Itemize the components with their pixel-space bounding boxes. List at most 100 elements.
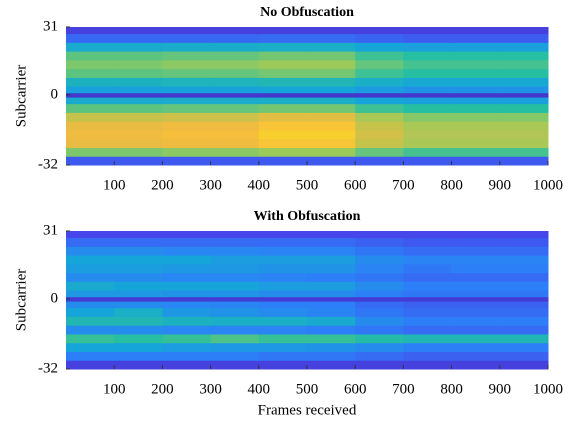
heatmap-cell bbox=[451, 59, 501, 70]
heatmap-cell bbox=[162, 255, 212, 265]
heatmap-cell bbox=[451, 342, 501, 352]
heatmap-cell bbox=[403, 97, 453, 105]
heatmap-cell bbox=[210, 237, 260, 247]
x-tick-label: 300 bbox=[199, 177, 222, 193]
heatmap-cell bbox=[162, 129, 212, 140]
heatmap-cell bbox=[307, 301, 356, 309]
heatmap-cell bbox=[355, 97, 404, 105]
heatmap-cell bbox=[499, 27, 549, 35]
heatmap-cell bbox=[451, 121, 501, 131]
heatmap-cell bbox=[162, 237, 212, 247]
heatmap-cell bbox=[307, 351, 356, 361]
heatmap-cell bbox=[114, 231, 163, 239]
heatmap-cell bbox=[258, 112, 308, 122]
heatmap-cell bbox=[451, 290, 501, 298]
heatmap-cell bbox=[403, 351, 453, 361]
heatmap-cell bbox=[451, 237, 501, 247]
heatmap-cell bbox=[499, 86, 549, 94]
heatmap-cell bbox=[66, 121, 115, 131]
heatmap-cell bbox=[451, 351, 501, 361]
heatmap-cell bbox=[162, 351, 212, 361]
heatmap-cell bbox=[403, 263, 453, 274]
heatmap-cell bbox=[114, 325, 163, 335]
heatmap-cell bbox=[258, 281, 308, 291]
heatmap-cell bbox=[355, 263, 404, 274]
heatmap-cell bbox=[403, 103, 453, 113]
heatmap-cell bbox=[114, 97, 163, 105]
heatmap-cell bbox=[499, 68, 549, 78]
heatmap-cell bbox=[66, 333, 115, 344]
heatmap-cell bbox=[210, 86, 260, 94]
heatmap-cell bbox=[258, 129, 308, 140]
heatmap-cell bbox=[210, 77, 260, 87]
heatmap-cell bbox=[307, 342, 356, 352]
heatmap-cell bbox=[66, 360, 115, 370]
x-tick-label: 500 bbox=[296, 177, 319, 193]
heatmap-cell bbox=[355, 281, 404, 291]
heatmap-cell bbox=[66, 351, 115, 361]
heatmap-cell bbox=[403, 42, 453, 52]
heatmap-cell bbox=[66, 27, 115, 35]
heatmap-cell bbox=[355, 33, 404, 43]
heatmap-cell bbox=[210, 325, 260, 335]
heatmap-cell bbox=[258, 33, 308, 43]
heatmap-cell bbox=[66, 342, 115, 352]
heatmap-cell bbox=[258, 59, 308, 70]
heatmap-cell bbox=[210, 92, 260, 98]
heatmap-cell bbox=[499, 138, 549, 148]
heatmap-cell bbox=[307, 360, 356, 370]
heatmap-cell bbox=[66, 316, 115, 326]
y-tick-label: 0 bbox=[51, 290, 59, 306]
heatmap-cell bbox=[403, 147, 453, 157]
heatmap-cell bbox=[307, 290, 356, 298]
heatmap-cell bbox=[258, 360, 308, 370]
heatmap-cell bbox=[114, 42, 163, 52]
heatmap-cell bbox=[307, 77, 356, 87]
heatmap-cell bbox=[451, 138, 501, 148]
heatmap-cell bbox=[210, 147, 260, 157]
heatmap-cell bbox=[258, 121, 308, 131]
x-tick-label: 200 bbox=[151, 177, 174, 193]
heatmap-cell bbox=[499, 255, 549, 265]
heatmap-cell bbox=[499, 59, 549, 70]
heatmap-cell bbox=[66, 237, 115, 247]
heatmap-cell bbox=[307, 307, 356, 317]
heatmap-cell bbox=[355, 342, 404, 352]
heatmap-cell bbox=[307, 296, 356, 302]
heatmap-cell bbox=[499, 147, 549, 157]
heatmap-cell bbox=[499, 281, 549, 291]
heatmap-cell bbox=[162, 301, 212, 309]
heatmap-cell bbox=[403, 255, 453, 265]
heatmap-cell bbox=[499, 103, 549, 113]
heatmap-cell bbox=[403, 333, 453, 344]
heatmap-cell bbox=[451, 272, 501, 282]
heatmap-cell bbox=[114, 121, 163, 131]
heatmap-cell bbox=[355, 333, 404, 344]
heatmap-cell bbox=[162, 97, 212, 105]
heatmap-cell bbox=[403, 92, 453, 98]
heatmap-cell bbox=[162, 33, 212, 43]
heatmap-cell bbox=[451, 231, 501, 239]
heatmap-cell bbox=[355, 301, 404, 309]
heatmap-cell bbox=[307, 27, 356, 35]
x-tick-label: 300 bbox=[199, 381, 222, 397]
heatmap-cell bbox=[355, 246, 404, 256]
heatmap-cell bbox=[403, 301, 453, 309]
heatmap-cell bbox=[66, 86, 115, 94]
heatmap-cell bbox=[210, 138, 260, 148]
heatmap-cell bbox=[66, 263, 115, 274]
heatmap-cell bbox=[162, 42, 212, 52]
heatmap-cell bbox=[210, 301, 260, 309]
heatmap-cell bbox=[403, 307, 453, 317]
heatmap-cell bbox=[66, 51, 115, 61]
heatmap-cell bbox=[114, 138, 163, 148]
heatmap-cell bbox=[162, 68, 212, 78]
heatmap-cell bbox=[307, 316, 356, 326]
heatmap-cell bbox=[210, 307, 260, 317]
heatmap-cell bbox=[66, 112, 115, 122]
heatmap-cell bbox=[162, 307, 212, 317]
heatmap-cell bbox=[210, 246, 260, 256]
heatmap-cell bbox=[66, 246, 115, 256]
heatmap-cell bbox=[355, 307, 404, 317]
heatmap-cell bbox=[307, 97, 356, 105]
